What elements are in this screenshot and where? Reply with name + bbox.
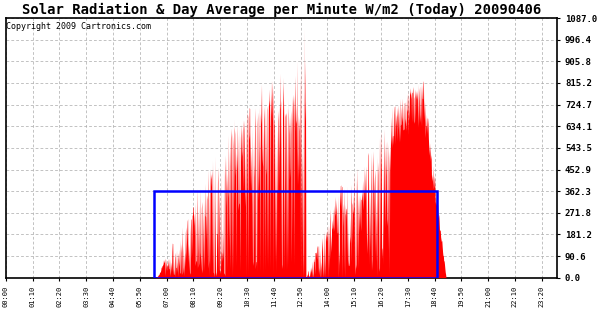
Text: Copyright 2009 Cartronics.com: Copyright 2009 Cartronics.com — [7, 22, 151, 31]
Bar — [154, 191, 437, 278]
Title: Solar Radiation & Day Average per Minute W/m2 (Today) 20090406: Solar Radiation & Day Average per Minute… — [22, 3, 541, 17]
